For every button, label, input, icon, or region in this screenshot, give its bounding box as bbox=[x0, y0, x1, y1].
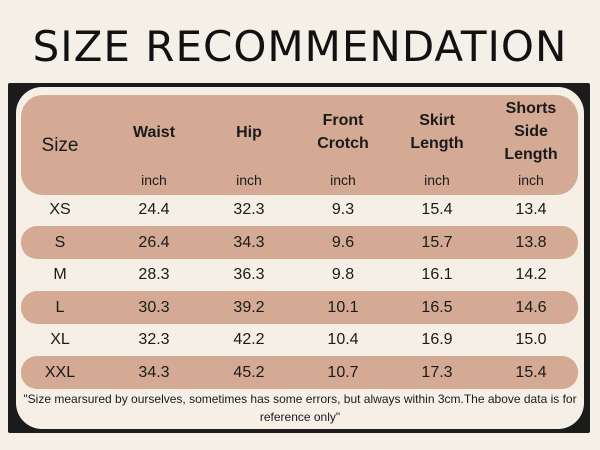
measurement-cell: 10.4 bbox=[327, 331, 359, 348]
column-header: Waist bbox=[132, 124, 176, 141]
size-cell: XXL bbox=[44, 363, 76, 381]
measurement-cell: 16.9 bbox=[421, 331, 453, 348]
size-cell: XS bbox=[49, 201, 71, 218]
size-cell: M bbox=[53, 266, 67, 283]
measurement-cell: 9.8 bbox=[331, 266, 355, 283]
measurement-cell: 17.3 bbox=[421, 363, 453, 381]
measurement-cell: 30.3 bbox=[138, 298, 170, 316]
column-header: Shorts Side Length bbox=[504, 100, 558, 163]
table-header bbox=[21, 95, 578, 195]
page-title: SIZE RECOMMENDATION bbox=[32, 22, 568, 71]
column-unit: inch bbox=[330, 172, 356, 188]
column-unit: inch bbox=[518, 172, 544, 188]
measurement-cell: 28.3 bbox=[138, 266, 170, 283]
measurement-cell: 16.1 bbox=[421, 266, 453, 283]
column-header: Skirt Length bbox=[410, 112, 464, 152]
column-unit: inch bbox=[141, 172, 167, 188]
measurement-cell: 34.3 bbox=[138, 363, 170, 381]
table-row: XL 32.3 42.2 10.4 16.9 15.0 bbox=[21, 323, 578, 356]
column-header: Front Crotch bbox=[317, 112, 369, 152]
measurement-cell: 36.3 bbox=[233, 266, 265, 283]
table-row: L 30.3 39.2 10.1 16.5 14.6 bbox=[21, 290, 578, 324]
measurement-cell: 15.4 bbox=[421, 201, 453, 218]
measurement-cell: 13.4 bbox=[515, 201, 547, 218]
measurement-cell: 34.3 bbox=[233, 233, 265, 251]
disclaimer-note: "Size mearsured by ourselves, sometimes … bbox=[23, 392, 577, 424]
table-row: XXL 34.3 45.2 10.7 17.3 15.4 bbox=[21, 355, 578, 389]
measurement-cell: 24.4 bbox=[138, 201, 170, 218]
measurement-cell: 10.7 bbox=[327, 363, 359, 381]
measurement-cell: 42.2 bbox=[233, 331, 265, 348]
measurement-cell: 14.6 bbox=[515, 298, 547, 316]
measurement-cell: 26.4 bbox=[138, 233, 170, 251]
measurement-cell: 16.5 bbox=[421, 298, 453, 316]
table-row: S 26.4 34.3 9.6 15.7 13.8 bbox=[21, 225, 578, 259]
measurement-cell: 45.2 bbox=[233, 363, 265, 381]
table-row: XS 24.4 32.3 9.3 15.4 13.4 bbox=[21, 193, 578, 226]
size-cell: S bbox=[54, 233, 66, 251]
measurement-cell: 32.3 bbox=[233, 201, 265, 218]
measurement-cell: 9.6 bbox=[331, 233, 355, 251]
measurement-cell: 32.3 bbox=[138, 331, 170, 348]
measurement-cell: 14.2 bbox=[515, 266, 547, 283]
size-cell: XL bbox=[50, 331, 70, 348]
column-unit: inch bbox=[236, 172, 262, 188]
measurement-cell: 15.4 bbox=[515, 363, 547, 381]
measurement-cell: 10.1 bbox=[327, 298, 359, 316]
measurement-cell: 15.0 bbox=[515, 331, 547, 348]
measurement-cell: 15.7 bbox=[421, 233, 453, 251]
size-cell: L bbox=[55, 298, 65, 316]
measurement-cell: 39.2 bbox=[233, 298, 265, 316]
column-header: Hip bbox=[236, 124, 262, 141]
column-unit: inch bbox=[424, 172, 450, 188]
measurement-cell: 9.3 bbox=[331, 201, 355, 218]
column-header: Size bbox=[41, 135, 79, 156]
measurement-cell: 13.8 bbox=[515, 233, 547, 251]
table-row: M 28.3 36.3 9.8 16.1 14.2 bbox=[21, 258, 578, 291]
